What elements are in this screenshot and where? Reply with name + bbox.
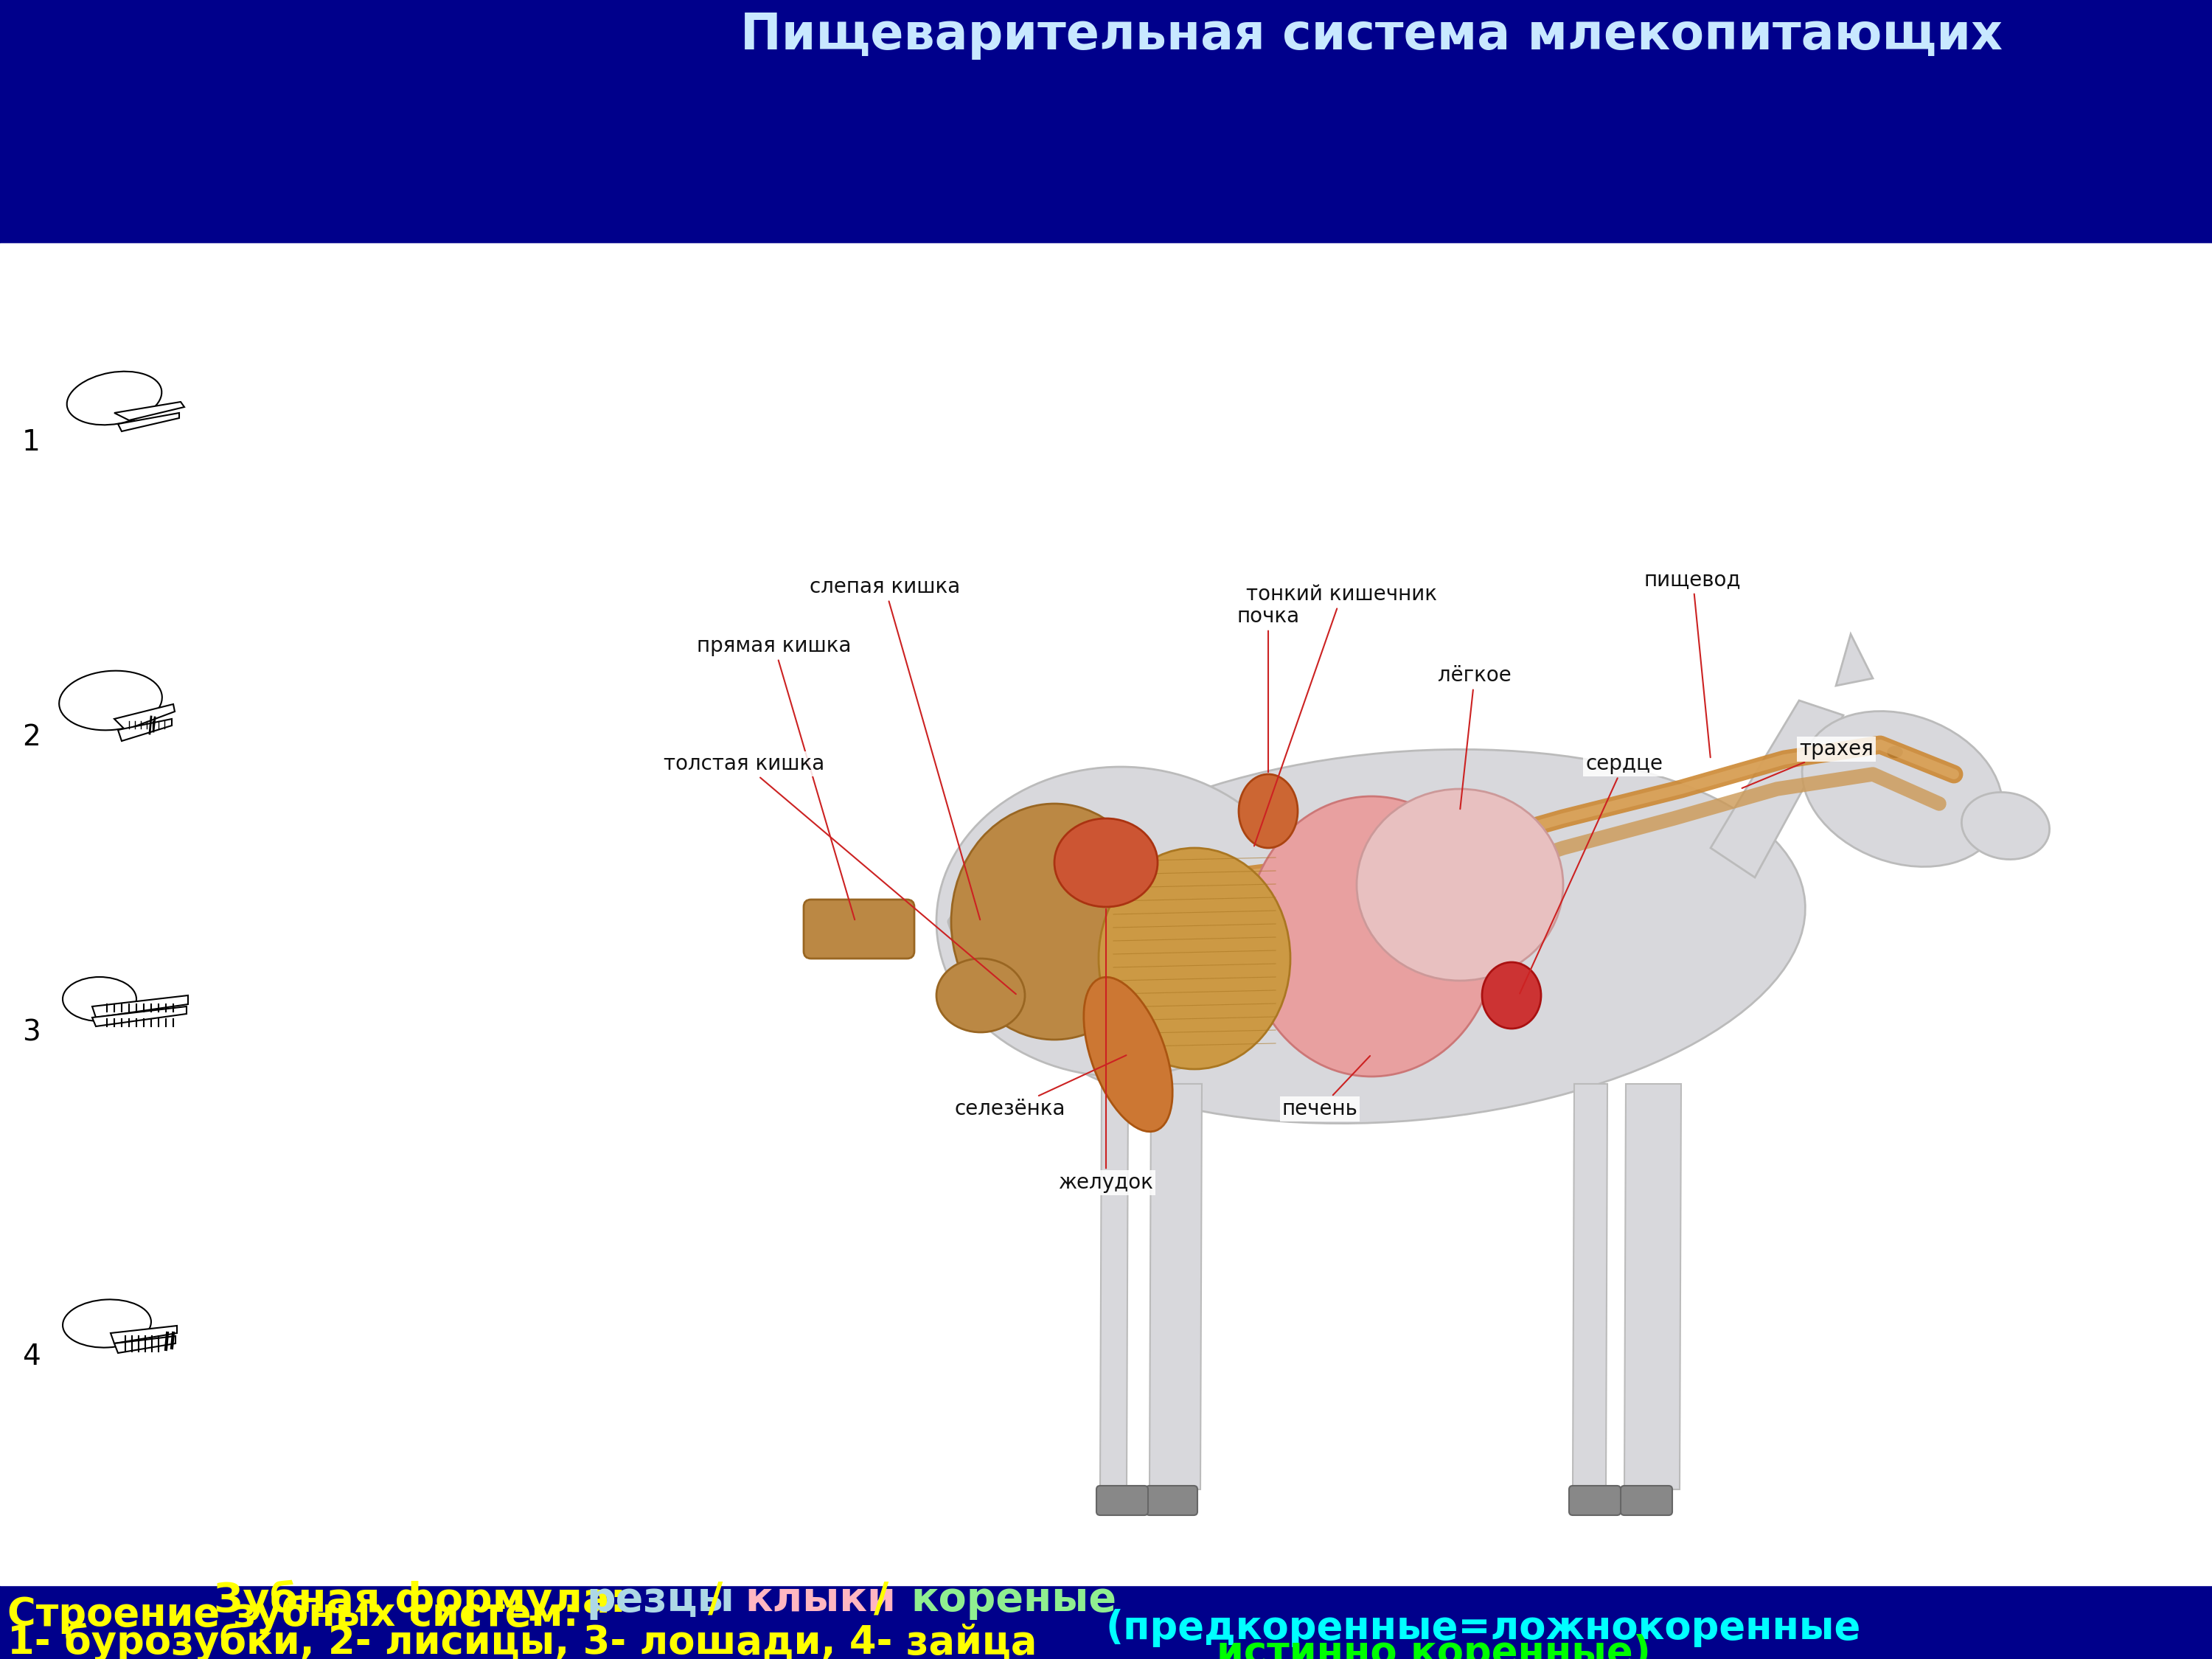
Text: 3: 3 (22, 1019, 40, 1047)
Text: кореные: кореные (911, 1579, 1117, 1619)
Polygon shape (1710, 700, 1843, 878)
FancyBboxPatch shape (1146, 1486, 1197, 1515)
Polygon shape (117, 718, 173, 742)
Polygon shape (117, 413, 179, 431)
Text: печень: печень (1283, 1055, 1369, 1120)
Text: пищевод: пищевод (1644, 569, 1741, 758)
Polygon shape (111, 1326, 177, 1344)
Text: сердце: сердце (1520, 753, 1663, 994)
Ellipse shape (1482, 962, 1542, 1029)
Text: 1: 1 (22, 428, 40, 456)
Text: /: / (708, 1579, 723, 1619)
Polygon shape (1624, 1083, 1681, 1490)
Polygon shape (1573, 1083, 1608, 1490)
Text: толстая кишка: толстая кишка (664, 753, 1015, 994)
Text: лёгкое: лёгкое (1438, 665, 1511, 810)
Ellipse shape (1055, 818, 1157, 907)
Text: Пищеварительная система млекопитающих: Пищеварительная система млекопитающих (741, 12, 2002, 60)
Text: резцы: резцы (586, 1579, 734, 1619)
Ellipse shape (1962, 793, 2051, 859)
Ellipse shape (1803, 712, 2002, 866)
Ellipse shape (1239, 775, 1298, 848)
FancyBboxPatch shape (1568, 1486, 1621, 1515)
Polygon shape (1150, 1083, 1201, 1490)
Polygon shape (1836, 634, 1874, 685)
FancyBboxPatch shape (1621, 1486, 1672, 1515)
Text: желудок: желудок (1060, 909, 1152, 1193)
Polygon shape (115, 703, 175, 730)
Text: почка: почка (1237, 606, 1301, 771)
Text: слепая кишка: слепая кишка (810, 577, 980, 919)
Text: /: / (874, 1579, 889, 1619)
Text: тонкий кишечник: тонкий кишечник (1248, 584, 1438, 846)
Ellipse shape (951, 803, 1157, 1040)
Polygon shape (93, 1007, 186, 1027)
Ellipse shape (1084, 977, 1172, 1131)
Ellipse shape (1245, 796, 1498, 1077)
Ellipse shape (936, 766, 1305, 1077)
Ellipse shape (66, 372, 161, 425)
Text: трахея: трахея (1743, 738, 1874, 788)
Polygon shape (115, 1335, 175, 1354)
Text: 4: 4 (22, 1342, 40, 1370)
FancyBboxPatch shape (0, 244, 197, 1586)
Text: 2: 2 (22, 723, 40, 752)
FancyBboxPatch shape (1097, 1486, 1148, 1515)
Ellipse shape (1356, 790, 1564, 980)
Text: клыки: клыки (745, 1579, 896, 1619)
Ellipse shape (1887, 747, 1902, 758)
Text: 1- бурозубки, 2- лисицы, 3- лошади, 4- зайца: 1- бурозубки, 2- лисицы, 3- лошади, 4- з… (7, 1623, 1037, 1659)
Text: (предкоренные=ложнокоренные: (предкоренные=ложнокоренные (1106, 1609, 1860, 1647)
Ellipse shape (62, 1299, 150, 1347)
Polygon shape (1099, 1083, 1128, 1490)
Ellipse shape (998, 750, 1805, 1123)
Text: прямая кишка: прямая кишка (697, 635, 854, 919)
Ellipse shape (62, 977, 137, 1022)
Ellipse shape (936, 959, 1024, 1032)
FancyBboxPatch shape (197, 244, 2212, 1586)
Ellipse shape (60, 670, 161, 730)
Polygon shape (115, 401, 184, 420)
Text: Строение зубных систем:: Строение зубных систем: (7, 1596, 580, 1634)
Text: истинно коренные): истинно коренные) (1217, 1634, 1650, 1659)
Text: селезёнка: селезёнка (956, 1055, 1126, 1120)
Ellipse shape (1099, 848, 1290, 1068)
Polygon shape (93, 995, 188, 1017)
FancyBboxPatch shape (803, 899, 914, 959)
FancyBboxPatch shape (0, 0, 2212, 81)
Text: Зубная формула:: Зубная формула: (215, 1579, 641, 1621)
